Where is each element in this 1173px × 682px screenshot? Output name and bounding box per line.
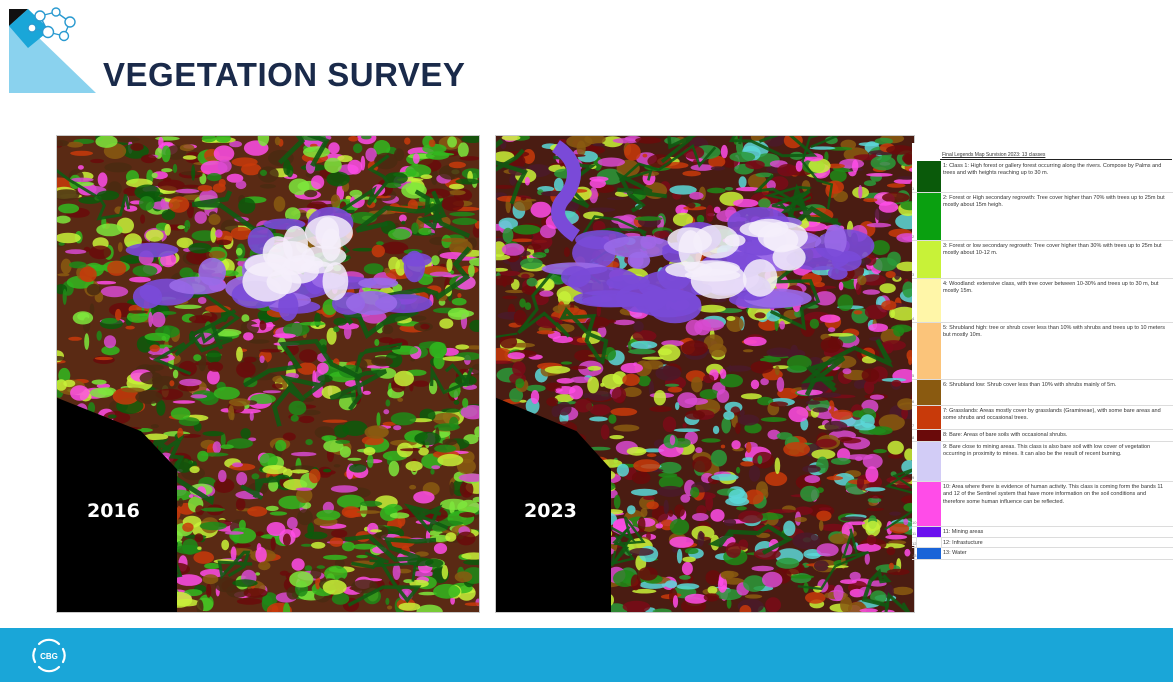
legend-divider — [940, 159, 1172, 160]
legend-swatch — [917, 548, 941, 559]
legend-row-number: 9 — [912, 475, 915, 480]
legend-row-text: 8: Bare: Areas of bare soils with occasi… — [943, 432, 1068, 438]
legend-swatch — [917, 527, 941, 537]
legend-swatch — [917, 430, 941, 441]
legend-row-number: 3 — [912, 272, 915, 277]
legend-row-text: 2: Forest or High secondary regrowth: Tr… — [943, 195, 1165, 209]
legend-row-text: 1: Class 1: High forest or gallery fores… — [943, 163, 1162, 177]
legend-row-text: 13: Water — [943, 550, 967, 556]
legend-row: 6 6: Shrubland low: Shrub cover less than… — [912, 380, 1173, 406]
year-label-2016: 2016 — [87, 500, 140, 522]
legend-row: 4 4: Woodland: extensive class, with tree… — [912, 279, 1173, 323]
network-icon — [27, 7, 76, 42]
legend-row: 3 3: Forest or low secondary regrowth: Tr… — [912, 241, 1173, 279]
legend-row-text: 6: Shrubland low: Shrub cover less than … — [943, 382, 1117, 388]
legend-row-number: 11 — [912, 531, 917, 536]
vegetation-map-2023 — [496, 136, 914, 612]
legend-row-text: 12: Infrastucture — [943, 540, 983, 546]
legend-swatch — [916, 537, 942, 548]
legend-row-text: 5: Shrubland high: tree or shrub cover l… — [943, 325, 1165, 339]
legend-swatch — [917, 193, 941, 240]
legend-row-text: 11: Mining areas — [943, 529, 984, 535]
cbg-logo-icon: CBG — [32, 638, 66, 673]
legend-swatch — [917, 380, 941, 405]
corner-logo — [9, 7, 96, 93]
legend-row: 13 13: Water — [912, 548, 1173, 560]
legend-swatch — [917, 482, 941, 526]
page-title: VEGETATION SURVEY — [103, 56, 466, 93]
legend-row: 2 2: Forest or High secondary regrowth: T… — [912, 193, 1173, 241]
legend-swatch — [917, 406, 941, 429]
legend-row: 10 10: Area where there is evidence of hu… — [912, 482, 1173, 527]
legend-row-text: 4: Woodland: extensive class, with tree … — [943, 281, 1159, 295]
legend-row: 9 9: Bare close to mining areas. This cla… — [912, 442, 1173, 482]
legend-row-number: 13 — [912, 553, 917, 558]
legend-swatch — [917, 323, 941, 379]
footer-bar: CBG — [0, 628, 1173, 682]
legend-row: 8 8: Bare: Areas of bare soils with occas… — [912, 430, 1173, 442]
legend-row-number: 7 — [912, 423, 915, 428]
legend-swatch — [917, 161, 941, 192]
legend-swatch — [917, 442, 941, 481]
legend-row-number: 6 — [912, 399, 915, 404]
legend-row-number: 4 — [912, 316, 915, 321]
legend-row: 12 12: Infrastucture — [912, 537, 1173, 548]
map-legend: Final Legends Map Survision 2023: 13 cla… — [912, 143, 1173, 560]
legend-row-text: 10: Area where there is evidence of huma… — [943, 484, 1164, 505]
legend-row: 11 11: Mining areas — [912, 527, 1173, 538]
vegetation-map-2016 — [57, 136, 479, 612]
year-label-2023: 2023 — [524, 500, 577, 522]
legend-row-text: 9: Bare close to mining areas. This clas… — [943, 444, 1151, 458]
legend-title: Final Legends Map Survision 2023: 13 cla… — [942, 152, 1046, 158]
legend-row: 7 7: Grasslands: Areas mostly cover by gr… — [912, 406, 1173, 430]
legend-row-text: 7: Grasslands: Areas mostly cover by gra… — [943, 408, 1161, 422]
legend-row: 5 5: Shrubland high: tree or shrub cover … — [912, 323, 1173, 380]
legend-row-number: 12 — [912, 541, 917, 546]
legend-row-number: 1 — [912, 186, 915, 191]
legend-row-text: 3: Forest or low secondary regrowth: Tre… — [943, 243, 1162, 257]
svg-text:CBG: CBG — [40, 652, 58, 661]
map-2023: 2023 — [495, 135, 915, 613]
legend-row-number: 5 — [912, 373, 915, 378]
legend-row-number: 10 — [912, 520, 917, 525]
map-2016: 2016 — [56, 135, 480, 613]
legend-row-number: 8 — [912, 435, 915, 440]
legend-row-number: 2 — [912, 234, 915, 239]
legend-row: 1 1: Class 1: High forest or gallery fore… — [912, 161, 1173, 193]
legend-swatch — [917, 279, 941, 322]
legend-swatch — [917, 241, 941, 278]
